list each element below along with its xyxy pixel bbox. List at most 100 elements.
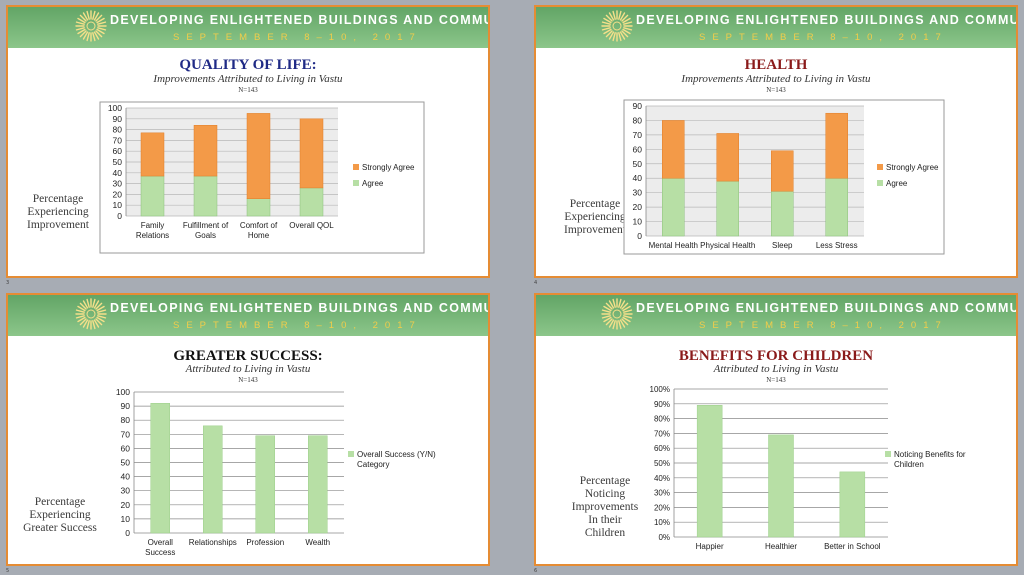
side-label-line: Experiencing — [29, 509, 91, 521]
banner-date: SEPTEMBER 8–10, 2017 — [699, 32, 948, 43]
slide-quality-of-life[interactable]: DEVELOPING ENLIGHTENED BUILDINGS AND COM… — [6, 5, 490, 278]
bar — [768, 434, 794, 538]
sun-ray — [621, 318, 629, 326]
sun-ray — [612, 298, 616, 308]
legend-label: Agree — [362, 179, 384, 188]
y-tick-label: 60% — [654, 444, 670, 453]
side-label-line: Improvements — [571, 501, 639, 513]
bar — [193, 175, 218, 217]
legend-swatch — [877, 180, 883, 186]
x-category-label: Success — [145, 548, 175, 557]
x-category-label: Wealth — [305, 538, 330, 547]
side-label-line: Percentage — [579, 475, 631, 487]
y-tick-label: 30% — [654, 489, 670, 498]
bar — [246, 198, 271, 217]
sun-ray — [608, 31, 615, 40]
x-category-label: Profession — [246, 538, 284, 547]
y-tick-label: 100% — [650, 385, 670, 394]
y-tick-label: 30 — [113, 179, 123, 189]
sun-center — [86, 21, 96, 31]
sun-ray — [621, 302, 629, 310]
sun-ray — [97, 21, 107, 25]
sun-ray — [96, 17, 105, 24]
bar — [193, 125, 218, 177]
side-label-line: Experiencing — [564, 211, 626, 223]
y-tick-label: 40 — [113, 168, 123, 178]
y-tick-label: 50 — [121, 458, 131, 468]
bar — [299, 187, 324, 217]
bar — [771, 190, 794, 237]
slide-subtitle: Attributed to Living in Vastu — [185, 363, 311, 375]
bar — [255, 435, 275, 534]
sun-ray — [75, 27, 85, 31]
y-tick-label: 80 — [113, 125, 123, 135]
bar — [203, 425, 223, 534]
slide-subtitle: Improvements Attributed to Living in Vas… — [153, 73, 343, 85]
y-tick-label: 80 — [633, 115, 643, 125]
x-category-label: Mental Health — [649, 241, 698, 250]
sun-ray — [623, 315, 633, 319]
sun-ray — [95, 14, 103, 22]
side-label: Percentage Noticing Improvements In thei… — [560, 475, 650, 540]
side-label-line: Noticing — [584, 488, 626, 500]
sun-ray — [618, 32, 622, 42]
y-tick-label: 80 — [121, 415, 131, 425]
y-tick-label: 10 — [633, 217, 643, 227]
slide-health[interactable]: DEVELOPING ENLIGHTENED BUILDINGS AND COM… — [534, 5, 1018, 278]
legend-swatch — [353, 180, 359, 186]
sun-ray — [601, 27, 611, 31]
side-label-line: Percentage — [34, 496, 86, 508]
sun-ray — [619, 12, 626, 21]
slide-greater-success[interactable]: DEVELOPING ENLIGHTENED BUILDINGS AND COM… — [6, 293, 490, 566]
bar — [299, 118, 324, 189]
health-chart: 0 10 20 30 40 50 60 70 80 90 Mental Health Physical… — [623, 99, 945, 255]
sun-ray — [612, 10, 616, 20]
sun-ray — [93, 319, 100, 328]
banner — [536, 7, 1016, 48]
bar — [662, 177, 685, 237]
banner-date: SEPTEMBER 8–10, 2017 — [699, 320, 948, 331]
y-tick-label: 40% — [654, 474, 670, 483]
sample-size: N=143 — [238, 86, 258, 94]
x-category-label: Home — [248, 231, 270, 240]
y-tick-label: 90% — [654, 400, 670, 409]
sun-ray — [92, 320, 96, 330]
bar — [308, 435, 328, 534]
sun-ray — [79, 30, 87, 38]
sun-ray — [608, 300, 615, 309]
y-tick-label: 0% — [658, 533, 670, 542]
sun-center — [612, 21, 622, 31]
sun-ray — [93, 31, 100, 40]
bar — [246, 113, 271, 199]
sample-size: N=143 — [766, 86, 786, 94]
sun-ray — [618, 320, 622, 330]
y-tick-label: 70 — [121, 429, 131, 439]
sun-ray — [95, 318, 103, 326]
bar — [825, 112, 848, 179]
banner-title: DEVELOPING ENLIGHTENED BUILDINGS AND COM… — [110, 13, 490, 27]
y-tick-label: 20 — [121, 500, 131, 510]
sun-ray — [623, 27, 633, 31]
banner-date: SEPTEMBER 8–10, 2017 — [173, 320, 422, 331]
slide-benefits-for-children[interactable]: DEVELOPING ENLIGHTENED BUILDINGS AND COM… — [534, 293, 1018, 566]
slide-subtitle: Improvements Attributed to Living in Vas… — [681, 73, 871, 85]
x-category-label: Overall — [148, 538, 174, 547]
sun-center — [612, 309, 622, 319]
side-label: Percentage Experiencing Improvement — [14, 193, 102, 232]
sun-ray — [623, 21, 633, 25]
sun-ray — [603, 305, 612, 312]
x-category-label: Healthier — [765, 542, 797, 551]
y-tick-label: 70% — [654, 429, 670, 438]
banner-title: DEVELOPING ENLIGHTENED BUILDINGS AND COM… — [636, 13, 1018, 27]
slide-title: HEALTH — [744, 57, 808, 73]
slide-number: 4 — [534, 280, 538, 286]
y-tick-label: 20% — [654, 503, 670, 512]
banner-title: DEVELOPING ENLIGHTENED BUILDINGS AND COM… — [110, 301, 490, 315]
x-category-label: Physical Health — [700, 241, 755, 250]
banner-date: SEPTEMBER 8–10, 2017 — [173, 32, 422, 43]
legend-label: Category — [357, 460, 389, 469]
sun-ray — [93, 12, 100, 21]
sun-ray — [92, 298, 96, 308]
sun-ray — [603, 17, 612, 24]
